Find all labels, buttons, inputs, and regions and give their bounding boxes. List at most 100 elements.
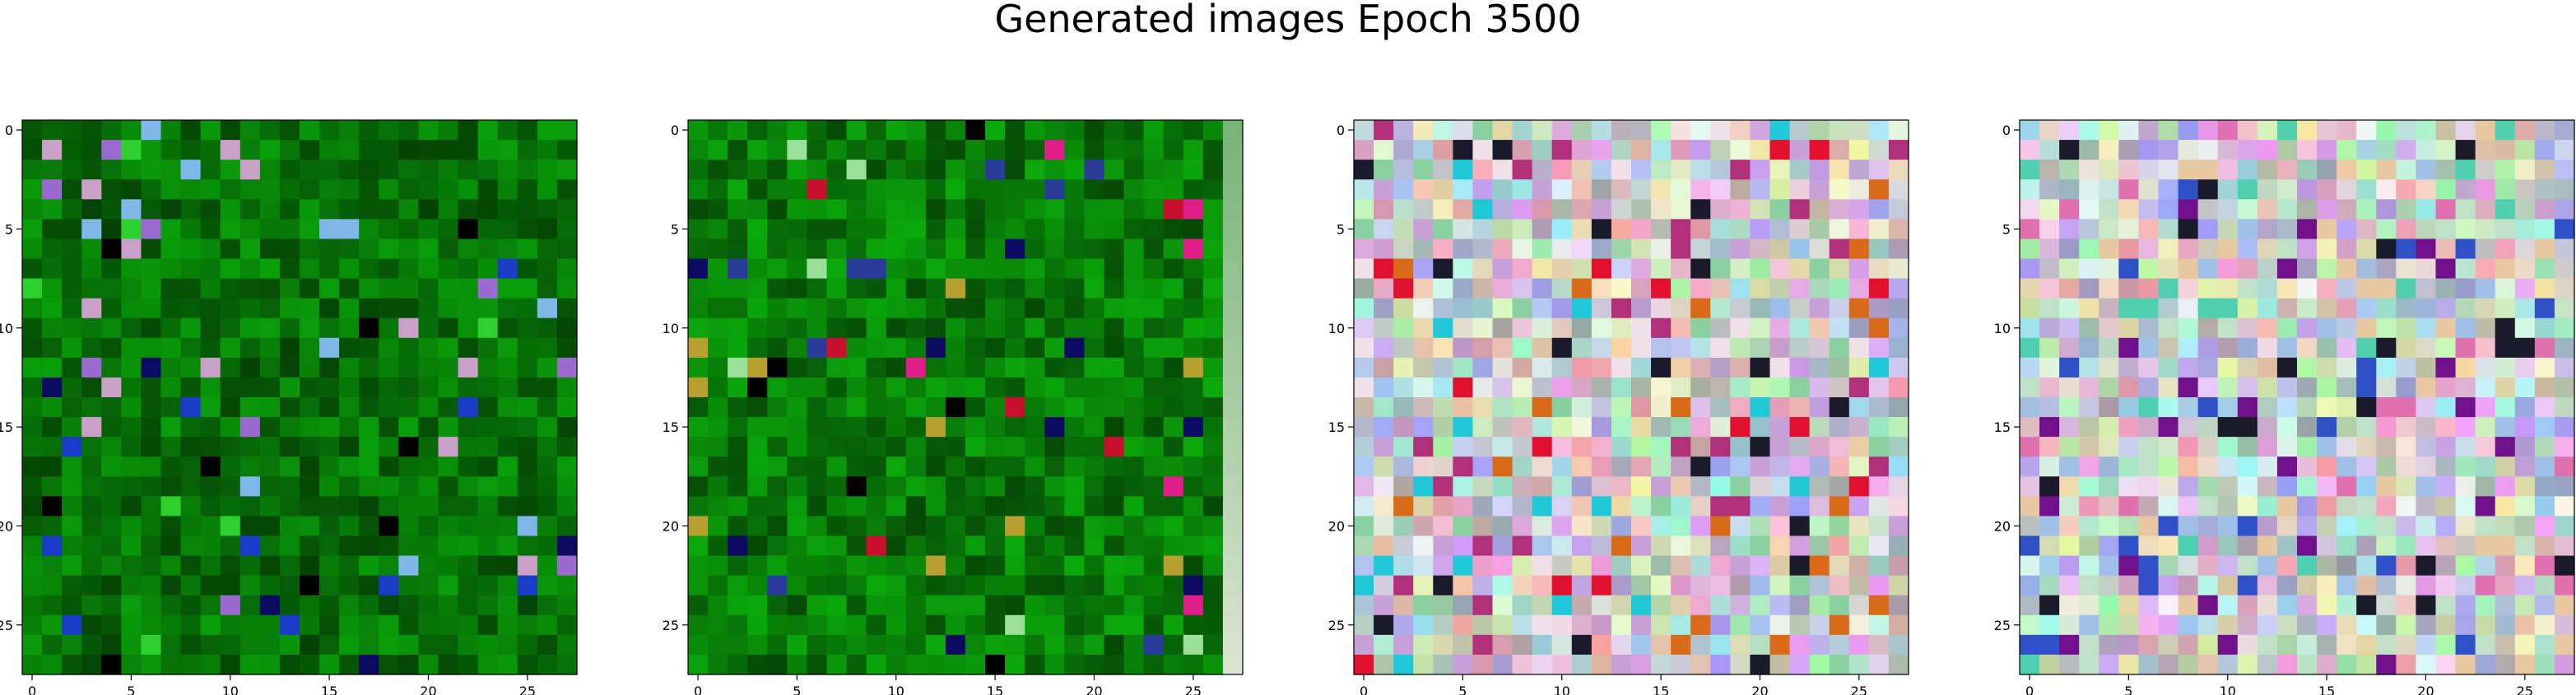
pixel-cell [239, 199, 261, 220]
pixel-cell [1084, 140, 1105, 160]
pixel-cell [2495, 634, 2516, 656]
pixel-cell [965, 476, 986, 497]
pixel-cell [985, 595, 1006, 616]
pixel-cell [1690, 179, 1711, 200]
pixel-cell [1611, 417, 1632, 438]
pixel-cell [1631, 516, 1652, 537]
pixel-cell [965, 258, 986, 280]
pixel-cell [2079, 377, 2099, 398]
pixel-cell [1571, 337, 1593, 359]
pixel-cell [1591, 397, 1612, 418]
pixel-cell [418, 417, 439, 438]
pixel-cell [200, 516, 221, 537]
pixel-cell [2039, 140, 2060, 160]
pixel-cell [708, 456, 728, 477]
pixel-cell [180, 357, 202, 378]
pixel-cell [1551, 476, 1573, 497]
pixel-cell [1532, 575, 1553, 596]
pixel-cell [1868, 614, 1890, 636]
pixel-cell [477, 357, 499, 378]
pixel-cell [42, 278, 63, 299]
pixel-cell [1354, 337, 1374, 359]
pixel-cell [1512, 120, 1533, 141]
pixel-cell [1571, 258, 1593, 280]
pixel-cell [160, 417, 182, 438]
pixel-cell [1809, 397, 1830, 418]
pixel-cell [359, 219, 379, 240]
pixel-cell [1710, 140, 1731, 160]
pixel-cell [1084, 337, 1105, 359]
pixel-cell [2178, 258, 2199, 280]
pixel-cell [2435, 160, 2457, 180]
pixel-cell [2099, 377, 2119, 398]
pixel-cell [925, 476, 946, 497]
pixel-cell [339, 298, 360, 319]
pixel-cell [1433, 456, 1453, 477]
pixel-cell [1492, 575, 1514, 596]
pixel-cell [1492, 199, 1514, 220]
pixel-cell [866, 654, 887, 675]
pixel-cell [708, 179, 728, 200]
pixel-cell [1532, 317, 1553, 339]
pixel-cell [1354, 258, 1374, 280]
x-tick-label: 0 [694, 683, 702, 695]
pixel-cell [2396, 614, 2417, 636]
pixel-cell [2237, 555, 2258, 577]
pixel-cell [537, 456, 558, 477]
pixel-cell [1492, 179, 1514, 200]
pixel-cell [1354, 437, 1374, 457]
pixel-cell [1393, 476, 1414, 497]
pixel-cell [1413, 555, 1434, 577]
pixel-cell [1868, 199, 1890, 220]
pixel-cell [2514, 278, 2536, 299]
pixel-cell [180, 199, 202, 220]
pixel-cell [886, 516, 907, 537]
pixel-cell [2337, 634, 2357, 656]
pixel-cell [2297, 120, 2318, 141]
pixel-cell [2276, 614, 2298, 636]
pixel-cell [1848, 417, 1870, 438]
pixel-cell [2099, 555, 2119, 577]
pixel-cell [1690, 199, 1711, 220]
pixel-cell [1769, 614, 1791, 636]
pixel-cell [121, 239, 142, 260]
pixel-cell [458, 397, 479, 418]
pixel-cell [925, 337, 946, 359]
pixel-cell [1064, 140, 1086, 160]
pixel-cell [2475, 417, 2496, 438]
pixel-cell [259, 278, 281, 299]
pixel-cell [1789, 397, 1811, 418]
pixel-cell [141, 298, 162, 319]
pixel-cell [1551, 516, 1573, 537]
pixel-cell [1769, 239, 1791, 260]
pixel-cell [556, 516, 578, 537]
pixel-cell [1690, 654, 1711, 675]
pixel-cell [886, 397, 907, 418]
pixel-cell [1631, 476, 1652, 497]
pixel-cell [398, 140, 420, 160]
pixel-cell [1453, 298, 1474, 319]
pixel-cell [121, 417, 142, 438]
pixel-cell [1025, 219, 1045, 240]
pixel-cell [2356, 219, 2377, 240]
pixel-cell [2455, 575, 2476, 596]
pixel-cell [438, 575, 459, 596]
pixel-cell [2514, 258, 2536, 280]
pixel-cell [2257, 337, 2278, 359]
pixel-cell [2099, 614, 2119, 636]
pixel-cell [1084, 456, 1105, 477]
pixel-cell [1551, 595, 1573, 616]
pixel-cell [1512, 555, 1533, 577]
pixel-cell [1202, 160, 1224, 180]
pixel-cell [1492, 654, 1514, 675]
pixel-cell [180, 575, 202, 596]
pixel-cell [1222, 654, 1244, 675]
pixel-cell [905, 258, 927, 280]
pixel-cell [300, 377, 320, 398]
pixel-cell [2158, 595, 2179, 616]
pixel-cell [121, 476, 142, 497]
pixel-cell [398, 239, 420, 260]
pixel-cell [2118, 120, 2140, 141]
pixel-cell [300, 456, 320, 477]
